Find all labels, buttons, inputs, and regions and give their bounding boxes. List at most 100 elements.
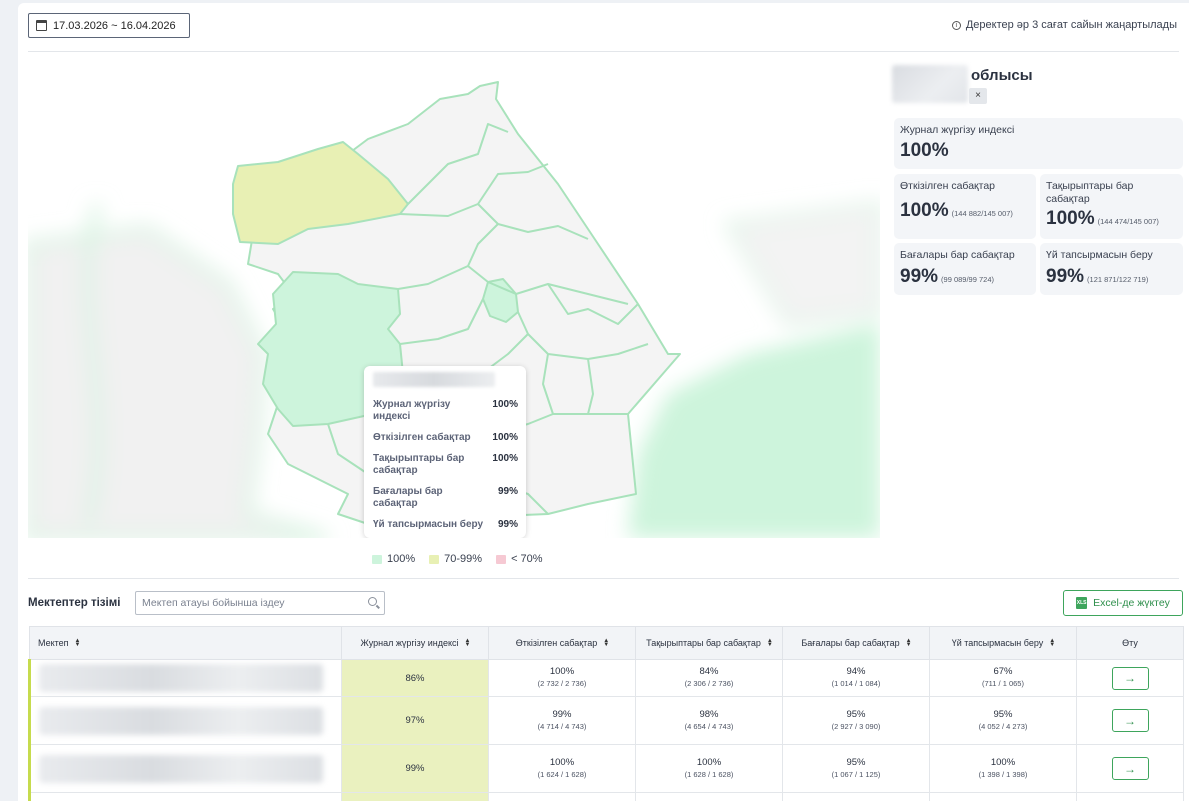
school-name-redacted xyxy=(39,664,323,692)
cell-fraction: (1 624 / 1 628) xyxy=(537,769,587,779)
cell-fraction: (1 067 / 1 125) xyxy=(831,769,881,779)
cell-percent: 97% xyxy=(405,715,425,726)
schools-table: Мектеп ▲ ▼ Журнал жүргізу индексі ▲ ▼ Өткізі… xyxy=(28,626,1184,801)
cell-percent: 95% xyxy=(846,756,866,768)
stat-detail: (144 882/145 007) xyxy=(951,209,1013,218)
search-icon[interactable] xyxy=(368,597,377,606)
legend-swatch xyxy=(429,554,440,564)
stat-card-grades: Бағалары бар сабақтар 99% (99 089/99 724) xyxy=(894,243,1036,295)
surrounding-regions xyxy=(28,200,880,538)
school-name-cell xyxy=(28,792,342,801)
sort-icon[interactable]: ▲ ▼ xyxy=(603,638,610,648)
date-range-picker[interactable]: 17.03.2026 ~ 16.04.2026 xyxy=(28,13,190,38)
column-label: Бағалары бар сабақтар xyxy=(801,638,900,648)
update-note: i Деректер әр 3 сағат сайын жаңартылады xyxy=(951,19,1177,31)
column-header-go: Өту xyxy=(1076,626,1184,660)
stat-label: Журнал жүргізу индексі xyxy=(900,124,1015,136)
tooltip-value: 100% xyxy=(492,453,518,464)
grades-cell: 95% (1 067 / 1 125) xyxy=(782,744,930,793)
tooltip-value: 99% xyxy=(497,486,518,497)
cell-percent: 99% xyxy=(405,763,425,774)
stat-label: Тақырыптары бар сабақтар xyxy=(1046,180,1134,205)
column-header-topics[interactable]: Тақырыптары бар сабақтар ▲ ▼ xyxy=(635,626,783,660)
stat-value: 100% xyxy=(900,200,949,221)
date-range-value: 17.03.2026 ~ 16.04.2026 xyxy=(53,19,176,32)
go-button[interactable]: → xyxy=(1111,709,1149,732)
go-button[interactable]: → xyxy=(1111,666,1149,690)
grades-cell: 94% (1 014 / 1 084) xyxy=(782,659,930,697)
index-cell: 86% xyxy=(341,659,489,697)
tooltip-row: Өткізілген сабақтар 100% xyxy=(373,432,518,444)
close-icon[interactable]: × xyxy=(969,88,987,104)
school-search-input[interactable]: Мектеп атауы бойынша іздеу xyxy=(135,591,385,615)
cell-percent: 100% xyxy=(549,756,575,768)
stat-label: Бағалары бар сабақтар xyxy=(900,249,1015,261)
topics-cell: 98% (4 654 / 4 743) xyxy=(635,696,783,745)
cell-percent: 86% xyxy=(405,672,425,684)
go-cell: → xyxy=(1076,696,1184,745)
cell-percent: 98% xyxy=(699,708,719,720)
region-name-redacted xyxy=(892,65,968,103)
go-cell: → xyxy=(1076,659,1184,697)
sort-icon[interactable]: ▲ ▼ xyxy=(464,638,471,648)
arrow-right-icon: → xyxy=(1124,671,1136,685)
table-header-row: Мектеп ▲ ▼ Журнал жүргізу индексі ▲ ▼ Өткізі… xyxy=(29,626,1184,660)
go-button[interactable]: → xyxy=(1111,757,1149,780)
tooltip-value: 100% xyxy=(492,432,518,443)
tooltip-row: Бағалары бар сабақтар 99% xyxy=(373,486,518,510)
cell-fraction: (1 014 / 1 084) xyxy=(831,679,881,688)
school-name-cell xyxy=(28,659,342,697)
column-header-homework[interactable]: Үй тапсырмасын беру ▲ ▼ xyxy=(929,626,1077,660)
school-name-cell xyxy=(28,696,342,745)
table-row: 86% 100% (2 732 / 2 736) 84% (2 306 / 2 73… xyxy=(28,659,1184,697)
sort-icon[interactable]: ▲ ▼ xyxy=(905,638,912,648)
schools-title: Мектептер тізімі xyxy=(28,597,121,609)
stat-value: 100% xyxy=(900,140,949,161)
legend-swatch xyxy=(372,554,382,564)
cell-percent: 95% xyxy=(993,708,1013,720)
homework-cell xyxy=(929,792,1077,801)
tooltip-value: 99% xyxy=(497,519,518,530)
tooltip-label: Үй тапсырмасын беру xyxy=(373,519,484,530)
tooltip-row: Журнал жүргізу индексі 100% xyxy=(373,399,518,423)
legend-label: 100% xyxy=(387,553,416,565)
column-label: Өту xyxy=(1122,638,1138,648)
column-label: Үй тапсырмасын беру xyxy=(951,638,1044,648)
legend-item: 70-99% xyxy=(429,553,482,565)
excel-download-button[interactable]: XLS Excel-де жүктеу xyxy=(1063,590,1183,616)
cell-fraction: (711 / 1 065) xyxy=(982,679,1024,688)
school-name-redacted xyxy=(39,754,323,783)
legend-label: < 70% xyxy=(511,553,543,565)
sort-icon[interactable]: ▲ ▼ xyxy=(74,638,81,648)
stat-label: Өткізілген сабақтар xyxy=(900,180,995,192)
column-header-grades[interactable]: Бағалары бар сабақтар ▲ ▼ xyxy=(782,626,930,660)
sort-icon[interactable]: ▲ ▼ xyxy=(1049,638,1056,648)
cell-fraction: (2 927 / 3 090) xyxy=(831,721,881,731)
tooltip-label: Тақырыптары бар сабақтар xyxy=(373,453,465,476)
topics-cell xyxy=(635,792,783,801)
column-header-school[interactable]: Мектеп ▲ ▼ xyxy=(29,626,342,660)
topics-cell: 100% (1 628 / 1 628) xyxy=(635,744,783,793)
go-cell xyxy=(1076,792,1184,801)
column-header-held[interactable]: Өткізілген сабақтар ▲ ▼ xyxy=(488,626,636,660)
calendar-icon xyxy=(36,20,47,31)
column-label: Өткізілген сабақтар xyxy=(515,638,598,648)
map-tooltip: Журнал жүргізу индексі 100% Өткізілген с… xyxy=(364,366,526,538)
cell-percent: 99% xyxy=(552,708,572,720)
tooltip-label: Өткізілген сабақтар xyxy=(373,432,471,443)
cell-fraction: (1 628 / 1 628) xyxy=(684,769,734,779)
column-header-index[interactable]: Журнал жүргізу индексі ▲ ▼ xyxy=(341,626,489,660)
homework-cell: 67% (711 / 1 065) xyxy=(929,659,1077,697)
tooltip-label: Бағалары бар сабақтар xyxy=(373,486,443,509)
go-cell: → xyxy=(1076,744,1184,793)
stat-detail: (144 474/145 007) xyxy=(1097,217,1159,226)
cell-fraction: (4 654 / 4 743) xyxy=(684,721,734,731)
grades-cell xyxy=(782,792,930,801)
table-row: 97% 99% (4 714 / 4 743) 98% (4 654 / 4 743… xyxy=(28,696,1184,745)
cell-fraction: (1 398 / 1 398) xyxy=(978,769,1028,779)
search-placeholder: Мектеп атауы бойынша іздеу xyxy=(142,597,285,609)
region-header: облысы × xyxy=(892,65,1033,104)
cell-percent: 100% xyxy=(549,666,575,677)
sort-icon[interactable]: ▲ ▼ xyxy=(766,638,773,648)
legend-item: 100% xyxy=(372,553,415,565)
